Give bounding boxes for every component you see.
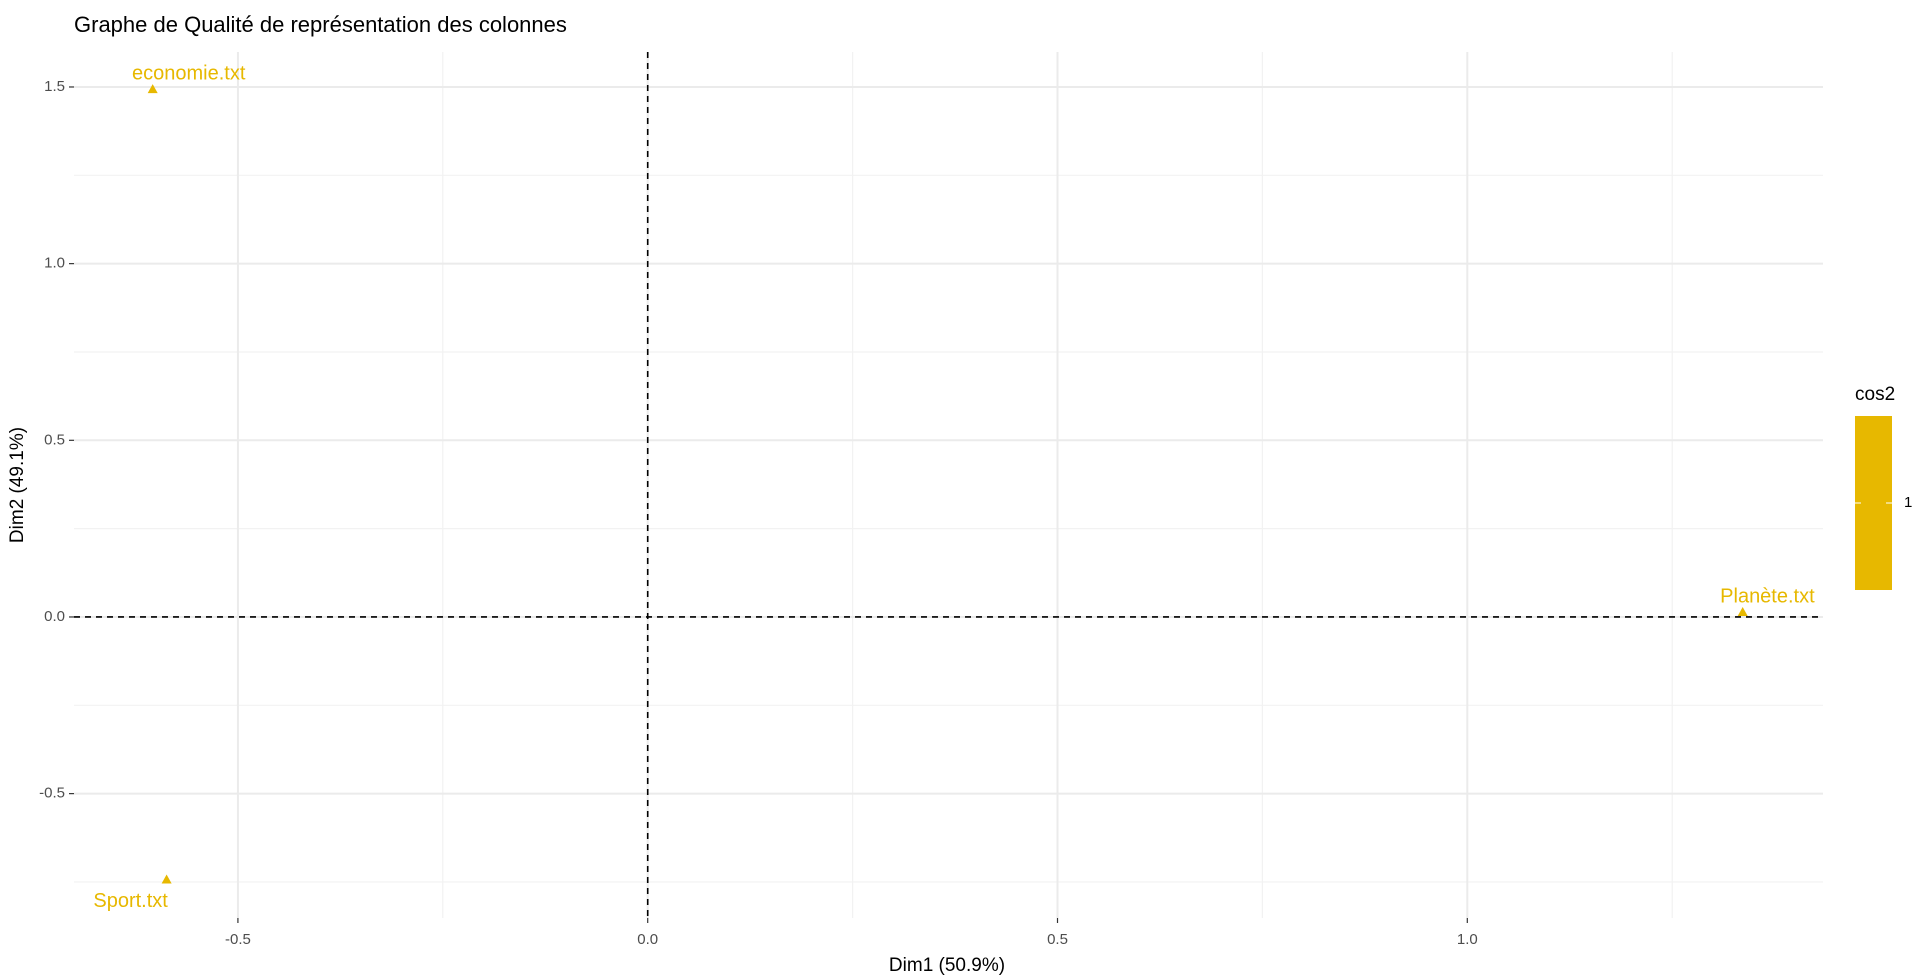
y-tick-label: -0.5 bbox=[39, 785, 65, 802]
chart-title: Graphe de Qualité de représentation des … bbox=[74, 12, 567, 37]
x-tick-label: -0.5 bbox=[225, 931, 251, 948]
y-tick-label: 1.0 bbox=[44, 255, 65, 272]
point-label: Sport.txt bbox=[93, 890, 168, 912]
x-axis-title: Dim1 (50.9%) bbox=[889, 955, 1005, 976]
y-axis-title: Dim2 (49.1%) bbox=[7, 427, 28, 543]
x-tick-label: 0.0 bbox=[637, 931, 658, 948]
y-tick-label: 0.0 bbox=[44, 608, 65, 625]
point bbox=[161, 874, 172, 884]
legend-colorbar bbox=[1855, 416, 1892, 590]
x-tick-label: 1.0 bbox=[1457, 931, 1478, 948]
point-label: economie.txt bbox=[132, 62, 246, 84]
y-tick-label: 0.5 bbox=[44, 431, 65, 448]
point bbox=[147, 84, 158, 94]
point bbox=[1737, 607, 1748, 617]
point-label: Planète.txt bbox=[1720, 585, 1815, 607]
y-tick-label: 1.5 bbox=[44, 78, 65, 95]
legend-tick-label: 1 bbox=[1904, 494, 1912, 511]
legend-title: cos2 bbox=[1855, 384, 1895, 405]
x-tick-label: 0.5 bbox=[1047, 931, 1068, 948]
